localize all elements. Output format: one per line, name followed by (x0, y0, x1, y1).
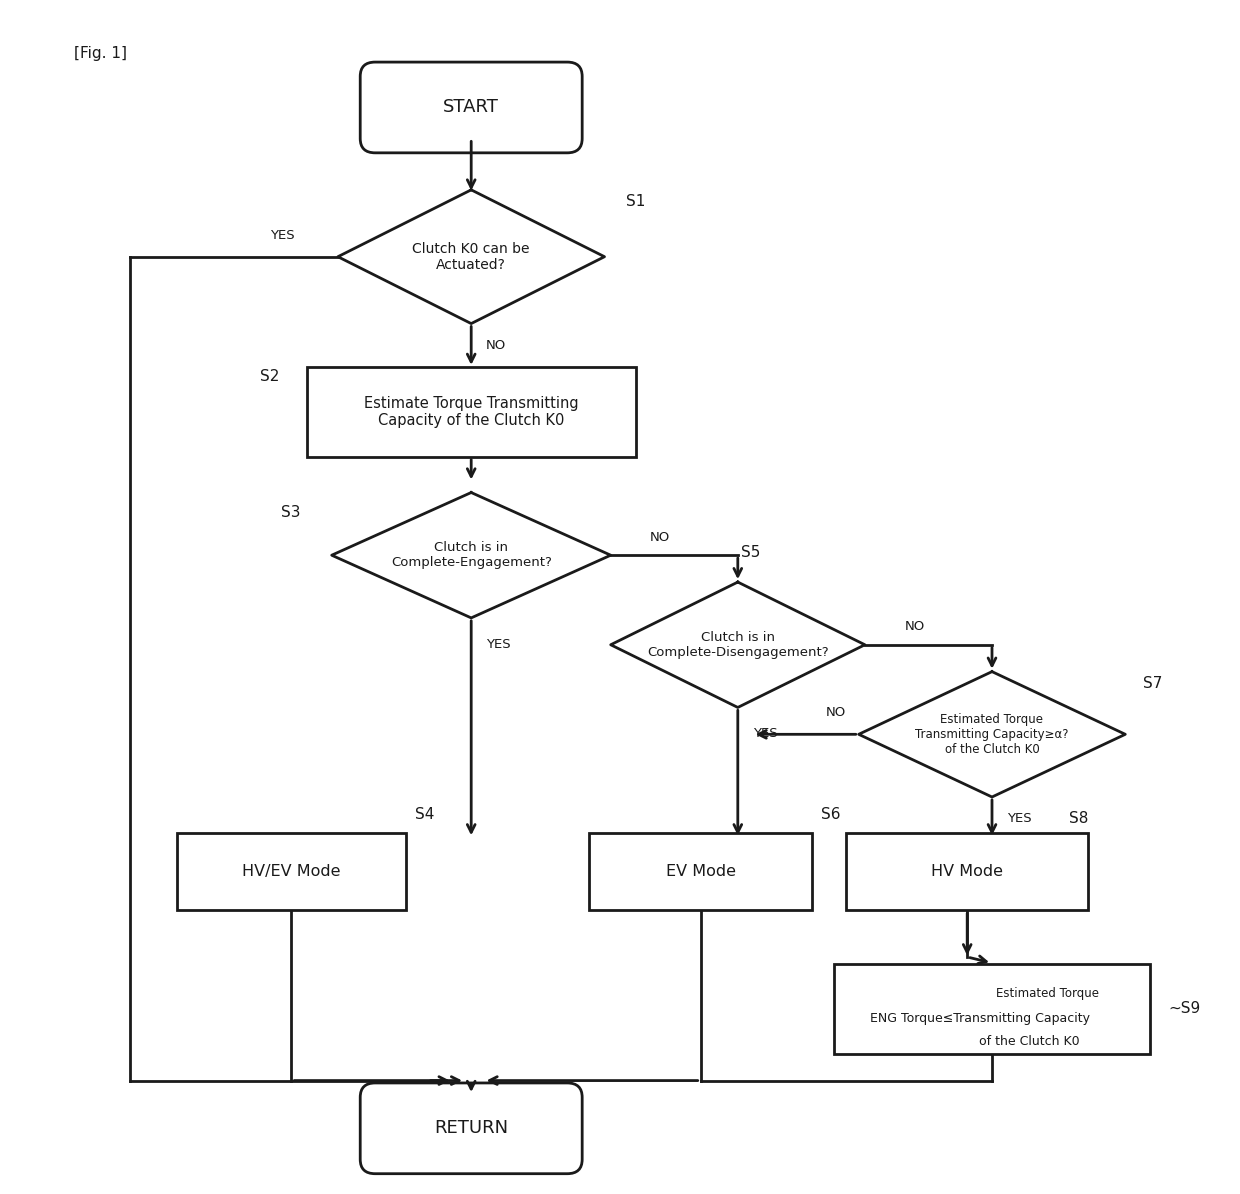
Text: ~S9: ~S9 (1168, 1002, 1202, 1016)
Text: HV/EV Mode: HV/EV Mode (242, 864, 341, 879)
Polygon shape (337, 190, 605, 324)
Bar (846, 833, 1089, 910)
Text: S3: S3 (281, 505, 301, 519)
Bar (306, 368, 635, 456)
Polygon shape (858, 671, 1126, 798)
Text: YES: YES (270, 229, 294, 241)
Polygon shape (611, 581, 866, 707)
Text: NO: NO (826, 707, 846, 719)
Text: NO: NO (904, 621, 925, 633)
Text: S1: S1 (626, 195, 645, 209)
Text: HV Mode: HV Mode (931, 864, 1003, 879)
Text: S8: S8 (1069, 811, 1089, 826)
Bar (589, 833, 812, 910)
Text: of the Clutch K0: of the Clutch K0 (978, 1035, 1080, 1047)
Text: S7: S7 (1143, 676, 1162, 691)
FancyBboxPatch shape (360, 62, 583, 153)
Text: START: START (443, 98, 500, 117)
Text: NO: NO (650, 531, 671, 543)
Text: Estimate Torque Transmitting
Capacity of the Clutch K0: Estimate Torque Transmitting Capacity of… (363, 395, 579, 429)
Text: Estimated Torque
Transmitting Capacity≥α?
of the Clutch K0: Estimated Torque Transmitting Capacity≥α… (915, 713, 1069, 756)
Text: S2: S2 (260, 369, 280, 383)
Text: ENG Torque≤Transmitting Capacity: ENG Torque≤Transmitting Capacity (869, 1013, 1090, 1024)
Text: Estimated Torque: Estimated Torque (996, 987, 1100, 999)
Text: NO: NO (486, 339, 506, 351)
Bar (835, 965, 1151, 1054)
Text: Clutch is in
Complete-Engagement?: Clutch is in Complete-Engagement? (391, 541, 552, 570)
Bar (176, 833, 407, 910)
FancyBboxPatch shape (360, 1083, 583, 1174)
Text: Clutch is in
Complete-Disengagement?: Clutch is in Complete-Disengagement? (647, 630, 828, 659)
Text: Clutch K0 can be
Actuated?: Clutch K0 can be Actuated? (413, 241, 529, 272)
Text: EV Mode: EV Mode (666, 864, 735, 879)
Text: YES: YES (753, 727, 777, 740)
Text: S5: S5 (740, 544, 760, 560)
Text: S6: S6 (821, 807, 841, 823)
Text: [Fig. 1]: [Fig. 1] (74, 47, 128, 61)
Text: S4: S4 (415, 807, 434, 823)
Text: YES: YES (486, 638, 511, 651)
Text: RETURN: RETURN (434, 1119, 508, 1138)
Text: YES: YES (1007, 812, 1032, 825)
Polygon shape (332, 492, 611, 618)
